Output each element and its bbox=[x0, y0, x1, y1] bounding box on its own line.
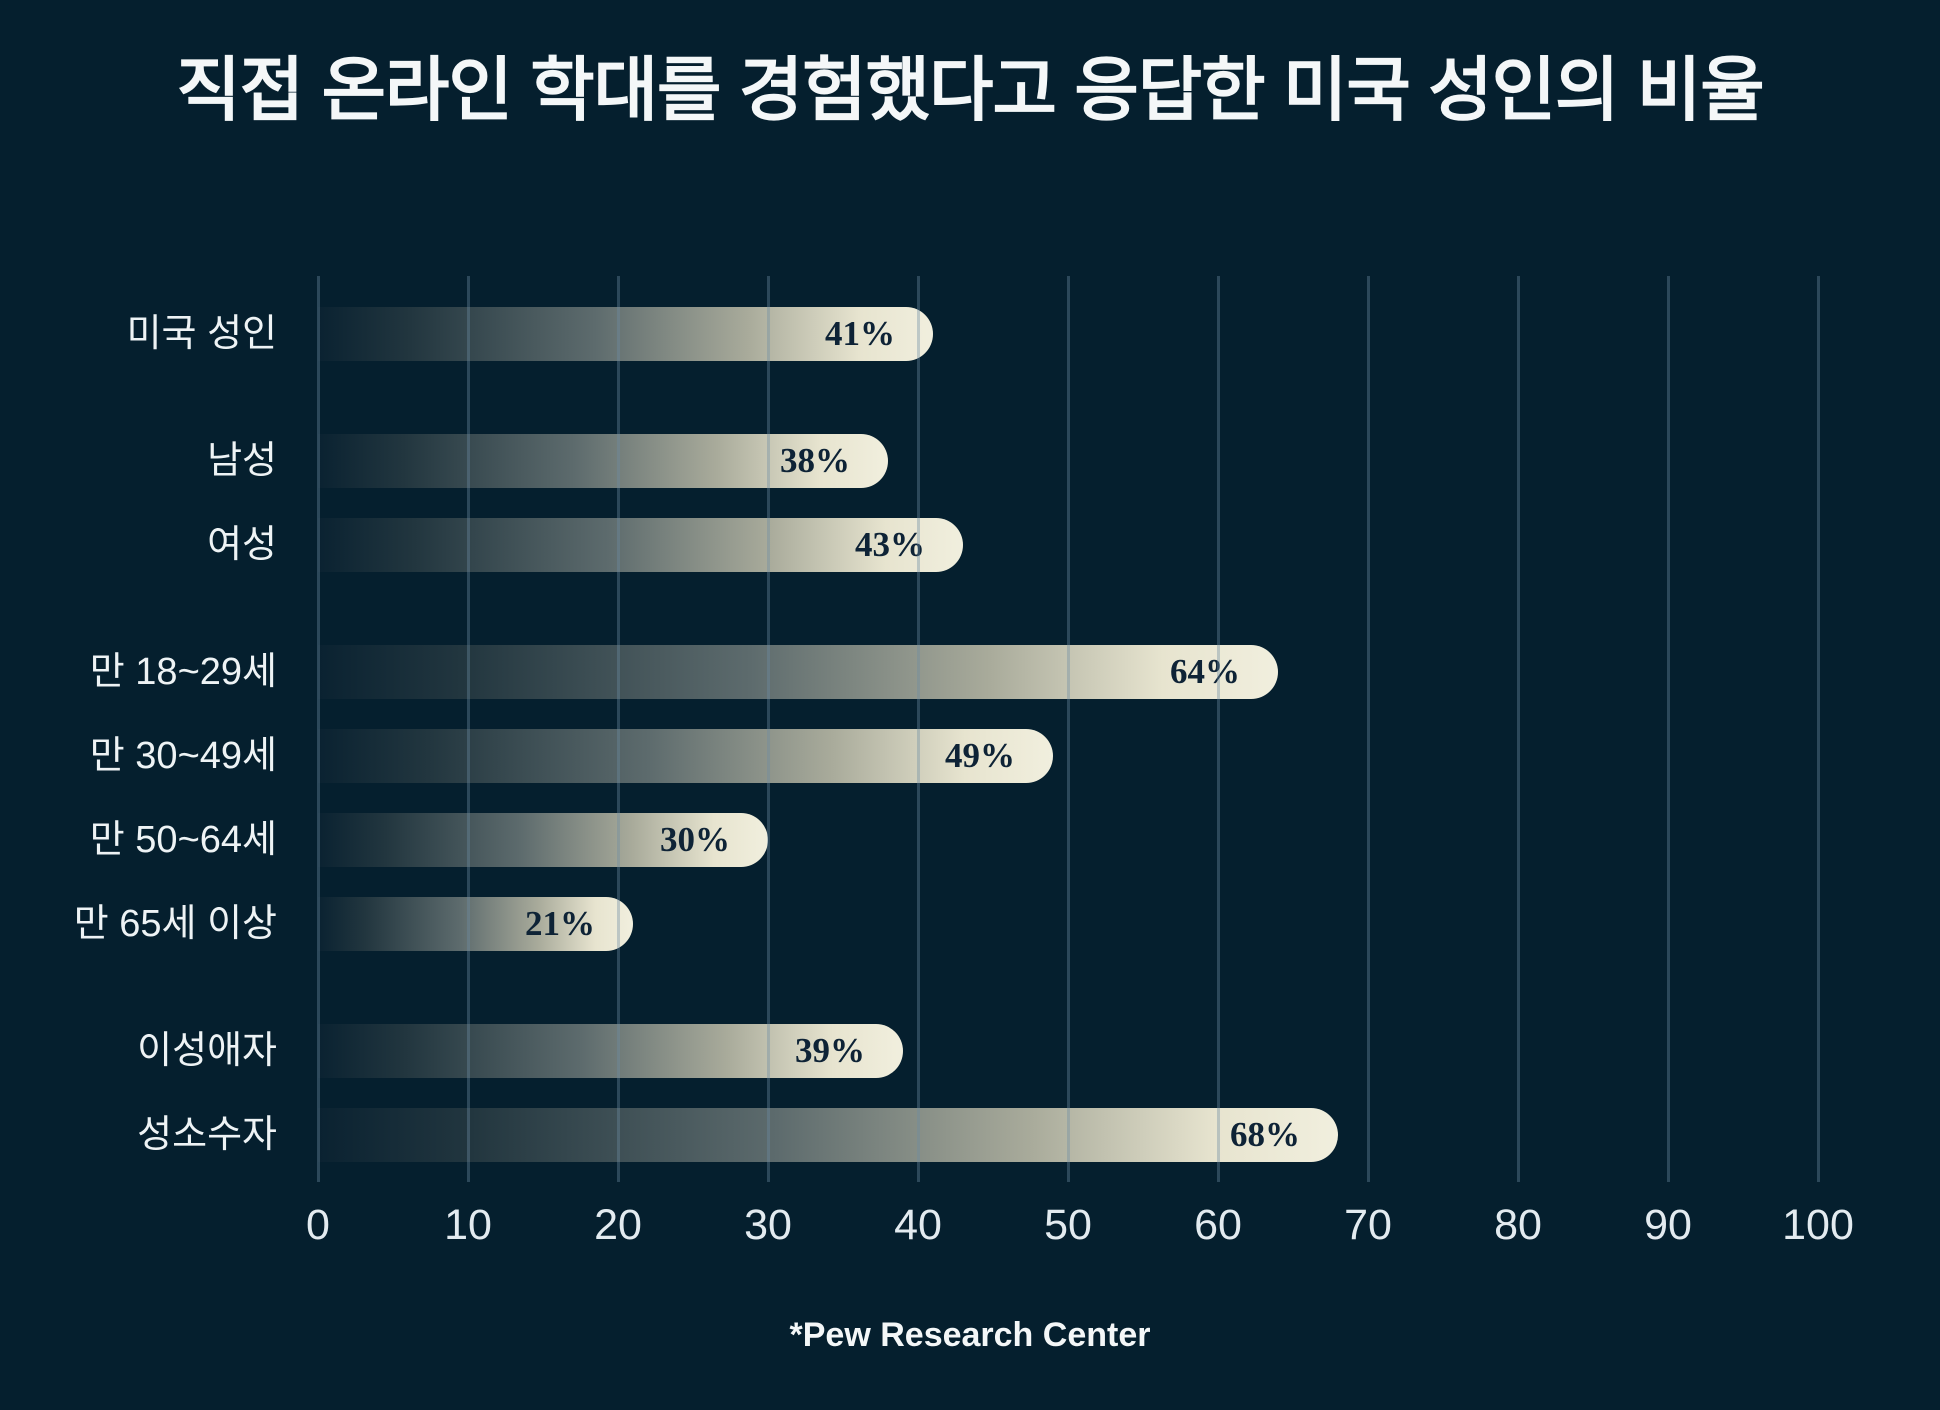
x-axis-tick-label: 0 bbox=[306, 1201, 330, 1249]
x-axis-tick-label: 30 bbox=[744, 1201, 792, 1249]
bar: 68% bbox=[318, 1108, 1338, 1162]
bar-row: 미국 성인 41% bbox=[127, 307, 1818, 361]
bar-row: 만 30~49세 49% bbox=[90, 729, 1818, 783]
bar: 39% bbox=[318, 1024, 903, 1078]
gridline-x-50 bbox=[1066, 276, 1070, 1182]
x-axis-tick-label: 40 bbox=[894, 1201, 942, 1249]
x-axis-tick-label: 90 bbox=[1644, 1201, 1692, 1249]
source-note: *Pew Research Center bbox=[789, 1316, 1151, 1354]
bar-row: 성소수자 68% bbox=[137, 1108, 1818, 1162]
plot-area: 0 10 20 30 40 50 60 70 80 90 100 미국 성인 41% 남성 38% 여성 43%… bbox=[74, 276, 1854, 1249]
gridline-x-0 bbox=[316, 276, 320, 1182]
x-axis-tick-label: 60 bbox=[1194, 1201, 1242, 1249]
bar: 64% bbox=[318, 645, 1278, 699]
chart-title: 직접 온라인 학대를 경험했다고 응답한 미국 성인의 비율 bbox=[176, 51, 1764, 129]
gridline-x-20 bbox=[616, 276, 620, 1182]
bar: 21% bbox=[318, 897, 633, 951]
bar: 30% bbox=[318, 813, 768, 867]
category-label: 만 50~64세 bbox=[89, 819, 277, 861]
x-axis-tick-label: 50 bbox=[1044, 1201, 1092, 1249]
category-label: 만 18~29세 bbox=[89, 651, 277, 693]
x-axis-tick-label: 80 bbox=[1494, 1201, 1542, 1249]
bar-value-label: 30% bbox=[660, 820, 730, 859]
gridline-x-10 bbox=[466, 276, 470, 1182]
gridline-x-40 bbox=[916, 276, 920, 1182]
bar-row: 남성 38% bbox=[207, 434, 1818, 488]
bar-row: 만 18~29세 64% bbox=[90, 645, 1818, 699]
gridline-x-90 bbox=[1666, 276, 1670, 1182]
bar: 49% bbox=[318, 729, 1053, 783]
x-axis-tick-label: 100 bbox=[1782, 1201, 1854, 1249]
category-label: 만 30~49세 bbox=[89, 735, 277, 777]
bar-row: 만 65세 이상 21% bbox=[74, 897, 1818, 951]
gridline-x-80 bbox=[1516, 276, 1520, 1182]
bar-row: 여성 43% bbox=[207, 518, 1818, 572]
x-axis-tick-label: 20 bbox=[594, 1201, 642, 1249]
bar-value-label: 21% bbox=[525, 904, 595, 943]
gridline-x-60 bbox=[1216, 276, 1220, 1182]
category-label: 여성 bbox=[207, 524, 277, 566]
bar-value-label: 43% bbox=[855, 525, 925, 564]
category-label: 남성 bbox=[207, 440, 277, 482]
bar-value-label: 39% bbox=[795, 1031, 865, 1070]
bar-value-label: 41% bbox=[825, 314, 895, 353]
bar: 38% bbox=[318, 434, 888, 488]
x-axis-tick-label: 70 bbox=[1344, 1201, 1392, 1249]
bar-value-label: 38% bbox=[780, 441, 850, 480]
gridline-x-100 bbox=[1816, 276, 1820, 1182]
bar-row: 만 50~64세 30% bbox=[90, 813, 1818, 867]
gridline-x-70 bbox=[1366, 276, 1370, 1182]
bar-value-label: 64% bbox=[1170, 652, 1240, 691]
category-label: 만 65세 이상 bbox=[73, 903, 277, 945]
category-label: 성소수자 bbox=[137, 1114, 277, 1156]
category-label: 미국 성인 bbox=[126, 313, 277, 355]
bar-value-label: 68% bbox=[1230, 1115, 1300, 1154]
x-axis-tick-label: 10 bbox=[444, 1201, 492, 1249]
gridline-x-30 bbox=[766, 276, 770, 1182]
bar: 43% bbox=[318, 518, 963, 572]
bar-value-label: 49% bbox=[945, 736, 1015, 775]
bar-row: 이성애자 39% bbox=[137, 1024, 1818, 1078]
category-label: 이성애자 bbox=[137, 1030, 277, 1072]
bar: 41% bbox=[318, 307, 933, 361]
